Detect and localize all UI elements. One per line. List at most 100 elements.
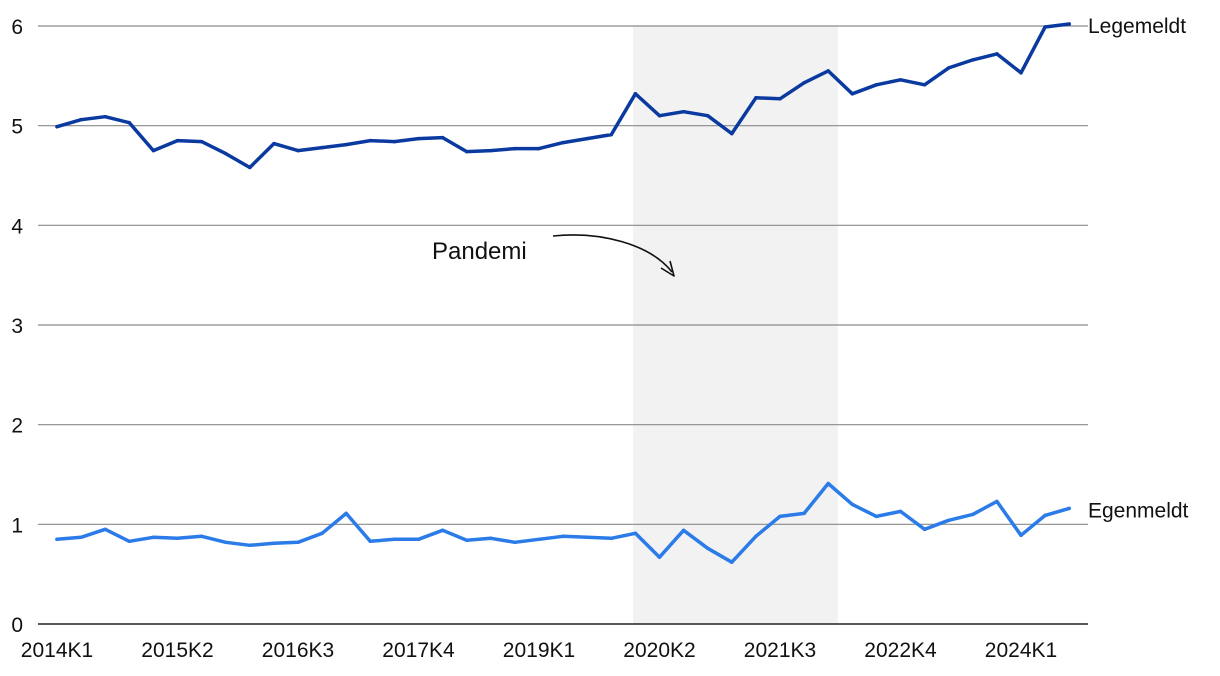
data-point-egenmeldt [778,514,782,519]
data-point-legemeldt [464,149,469,154]
y-tick-label: 4 [11,215,23,238]
data-point-egenmeldt [754,534,758,539]
data-point-legemeldt [778,97,782,101]
annotation-arrow-icon [552,234,673,273]
data-point-egenmeldt [874,514,879,519]
data-point-egenmeldt [971,512,975,517]
data-point-legemeldt [175,138,180,143]
y-tick-label: 0 [11,614,23,637]
y-axis-tick-labels: 0 1 2 3 4 5 6 [11,16,23,637]
y-tick-label: 3 [11,315,23,338]
data-point-legemeldt [344,142,348,147]
series-label-egenmeldt: Egenmeldt [1088,499,1189,522]
data-point-legemeldt [1067,22,1071,26]
data-point-egenmeldt [440,528,445,533]
data-point-legemeldt [922,83,927,87]
data-point-legemeldt [585,136,589,141]
y-tick-label: 1 [11,514,23,537]
data-point-egenmeldt [1043,513,1047,518]
x-tick-label: 2020K2 [623,639,695,662]
data-point-legemeldt [79,117,83,122]
data-point-egenmeldt [79,535,83,540]
series-line-legemeldt [55,22,1071,170]
data-point-egenmeldt [1067,506,1071,511]
data-point-legemeldt [850,92,855,96]
data-point-legemeldt [946,66,951,70]
gridlines [38,25,1088,625]
data-point-egenmeldt [946,518,951,523]
data-point-egenmeldt [368,539,373,544]
y-tick-label: 5 [11,116,23,139]
data-point-legemeldt [802,81,806,85]
data-point-legemeldt [223,151,228,156]
data-point-egenmeldt [392,537,397,542]
data-point-egenmeldt [898,509,903,514]
data-point-legemeldt [392,139,397,144]
data-point-egenmeldt [127,539,132,544]
data-point-legemeldt [1043,25,1047,29]
data-point-egenmeldt [609,536,614,541]
data-point-legemeldt [1019,71,1023,75]
data-point-legemeldt [513,146,517,151]
data-point-egenmeldt [513,540,517,545]
series-line-egenmeldt [55,481,1071,564]
data-point-egenmeldt [657,555,662,559]
data-point-egenmeldt [416,537,421,542]
y-tick-label: 2 [11,415,23,438]
data-point-egenmeldt [802,511,806,516]
data-point-legemeldt [874,83,879,87]
pandemic-annotation-label: Pandemi [432,238,527,265]
data-point-legemeldt [971,58,975,62]
data-point-egenmeldt [681,528,686,533]
x-tick-label: 2017K4 [382,639,455,662]
data-point-legemeldt [440,135,445,140]
x-tick-label: 2015K2 [141,639,213,662]
data-point-legemeldt [633,92,638,96]
x-axis-tick-labels: 2014K1 2015K2 2016K3 2017K4 2019K1 2020K2 2021… [21,639,1057,662]
data-point-legemeldt [489,148,493,153]
data-point-legemeldt [826,69,830,73]
data-point-egenmeldt [585,535,589,540]
data-point-legemeldt [754,96,758,100]
data-point-legemeldt [898,78,903,82]
series-end-labels: Legemeldt Egenmeldt [1088,15,1189,522]
data-point-legemeldt [705,113,710,118]
data-point-legemeldt [609,132,614,137]
annotation: Pandemi [432,234,675,277]
x-tick-label: 2016K3 [262,639,334,662]
data-point-egenmeldt [320,531,324,536]
data-point-egenmeldt [55,537,59,542]
data-point-legemeldt [416,136,421,141]
data-point-legemeldt [296,148,300,153]
data-point-legemeldt [151,148,156,153]
data-point-legemeldt [561,140,565,145]
data-point-egenmeldt [995,499,999,504]
data-point-egenmeldt [223,540,228,545]
data-point-legemeldt [127,120,132,125]
data-point-egenmeldt [103,527,107,532]
data-point-egenmeldt [850,502,855,507]
data-point-egenmeldt [151,535,156,540]
data-point-legemeldt [103,114,107,119]
data-point-egenmeldt [537,537,541,542]
data-point-legemeldt [320,145,324,150]
data-point-legemeldt [681,109,686,114]
x-tick-label: 2022K4 [864,639,937,662]
data-point-egenmeldt [464,538,469,543]
data-point-legemeldt [995,52,999,56]
x-tick-label: 2024K1 [985,639,1057,662]
data-point-egenmeldt [272,541,276,546]
data-point-legemeldt [272,141,276,146]
y-tick-label: 6 [11,16,23,39]
data-point-legemeldt [248,165,252,170]
x-tick-label: 2019K1 [503,639,575,662]
data-point-legemeldt [55,124,59,129]
x-tick-label: 2014K1 [21,639,93,662]
data-point-egenmeldt [175,536,180,541]
data-point-egenmeldt [633,531,638,536]
data-point-legemeldt [657,113,662,118]
data-point-egenmeldt [826,481,830,486]
data-point-egenmeldt [705,546,710,551]
data-point-legemeldt [730,131,734,136]
